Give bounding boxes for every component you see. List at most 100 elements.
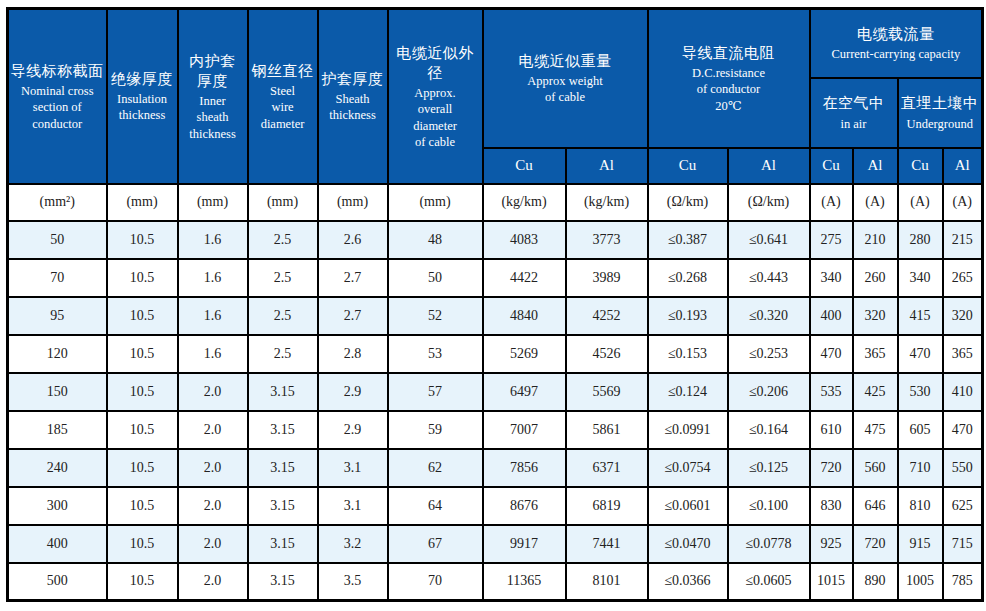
table-cell: ≤0.320 — [728, 297, 810, 335]
table-cell: 2.5 — [248, 335, 318, 373]
table-cell: 365 — [943, 335, 983, 373]
table-cell: 2.9 — [318, 373, 388, 411]
table-cell: 10.5 — [107, 297, 178, 335]
table-cell: 210 — [853, 221, 898, 259]
table-cell: 2.7 — [318, 297, 388, 335]
table-cell: 215 — [943, 221, 983, 259]
table-cell: 2.5 — [248, 221, 318, 259]
table-cell: 3.1 — [318, 487, 388, 525]
table-cell: ≤0.387 — [648, 221, 728, 259]
table-cell: 4526 — [566, 335, 648, 373]
metal-header-cu: Cu — [648, 148, 728, 184]
col-group-dc-resistance-en: D.C.resistance of conductor 20℃ — [650, 65, 808, 114]
unit-cell: (Ω/km) — [728, 184, 810, 221]
col-subgroup-in-air: 在空气中 in air — [810, 78, 898, 148]
table-cell: 10.5 — [107, 449, 178, 487]
table-cell: 625 — [943, 487, 983, 525]
table-cell: 3989 — [566, 259, 648, 297]
table-cell: 10.5 — [107, 563, 178, 601]
col-header-insulation-thickness-zh: 绝缘厚度 — [109, 69, 176, 89]
table-cell: 70 — [388, 563, 483, 601]
metal-header-al: Al — [728, 148, 810, 184]
table-cell: ≤0.0778 — [728, 525, 810, 563]
table-cell: 1.6 — [178, 221, 248, 259]
col-header-inner-sheath-thickness-en: Inner sheath thickness — [180, 93, 246, 142]
table-cell: 9917 — [483, 525, 566, 563]
table-cell: 185 — [8, 411, 107, 449]
metal-header-al: Al — [853, 148, 898, 184]
table-cell: 3.15 — [248, 373, 318, 411]
table-cell: 4252 — [566, 297, 648, 335]
table-row: 15010.52.03.152.95764975569≤0.124≤0.2065… — [8, 373, 983, 411]
table-cell: 10.5 — [107, 525, 178, 563]
table-cell: 2.0 — [178, 411, 248, 449]
col-group-current-capacity: 电缆载流量 Current-carrying capacity — [810, 9, 983, 78]
col-subgroup-underground-en: Underground — [900, 116, 981, 132]
table-cell: 52 — [388, 297, 483, 335]
table-cell: 530 — [898, 373, 943, 411]
col-group-approx-weight-en: Approx weight of cable — [485, 73, 646, 106]
cable-spec-table: 导线标称截面 Nominal cross section of conducto… — [6, 7, 984, 602]
units-row: (mm²) (mm) (mm) (mm) (mm) (mm) (kg/km) (… — [8, 184, 983, 221]
table-cell: 95 — [8, 297, 107, 335]
table-cell: 3.15 — [248, 525, 318, 563]
col-group-approx-weight: 电缆近似重量 Approx weight of cable — [483, 9, 648, 148]
col-header-nominal-section-zh: 导线标称截面 — [10, 61, 105, 81]
table-cell: 2.7 — [318, 259, 388, 297]
unit-cell: (mm²) — [8, 184, 107, 221]
table-cell: 8676 — [483, 487, 566, 525]
col-header-nominal-section-en: Nominal cross section of conductor — [10, 83, 105, 132]
metal-header-cu: Cu — [898, 148, 943, 184]
table-cell: 280 — [898, 221, 943, 259]
table-row: 7010.51.62.52.75044223989≤0.268≤0.443340… — [8, 259, 983, 297]
table-cell: 6819 — [566, 487, 648, 525]
col-header-insulation-thickness-en: Insulation thickness — [109, 91, 176, 124]
table-cell: 10.5 — [107, 221, 178, 259]
table-cell: 340 — [898, 259, 943, 297]
table-cell: 400 — [810, 297, 853, 335]
table-cell: 6497 — [483, 373, 566, 411]
unit-cell: (A) — [853, 184, 898, 221]
table-cell: 550 — [943, 449, 983, 487]
metal-header-cu: Cu — [483, 148, 566, 184]
table-cell: 8101 — [566, 563, 648, 601]
table-cell: ≤0.253 — [728, 335, 810, 373]
table-row: 24010.52.03.153.16278566371≤0.0754≤0.125… — [8, 449, 983, 487]
table-cell: 2.5 — [248, 259, 318, 297]
table-cell: 70 — [8, 259, 107, 297]
table-cell: 415 — [898, 297, 943, 335]
col-group-dc-resistance-zh: 导线直流电阻 — [650, 43, 808, 63]
table-cell: 500 — [8, 563, 107, 601]
table-cell: 5861 — [566, 411, 648, 449]
table-cell: 300 — [8, 487, 107, 525]
table-cell: 720 — [853, 525, 898, 563]
col-header-insulation-thickness: 绝缘厚度 Insulation thickness — [107, 9, 178, 184]
table-cell: 320 — [853, 297, 898, 335]
table-cell: 5569 — [566, 373, 648, 411]
table-cell: ≤0.0601 — [648, 487, 728, 525]
table-cell: ≤0.0991 — [648, 411, 728, 449]
table-row: 18510.52.03.152.95970075861≤0.0991≤0.164… — [8, 411, 983, 449]
table-cell: 4840 — [483, 297, 566, 335]
table-cell: 560 — [853, 449, 898, 487]
table-cell: 1015 — [810, 563, 853, 601]
unit-cell: (mm) — [248, 184, 318, 221]
table-cell: 11365 — [483, 563, 566, 601]
table-cell: 275 — [810, 221, 853, 259]
table-row: 9510.51.62.52.75248404252≤0.193≤0.320400… — [8, 297, 983, 335]
col-header-inner-sheath-thickness: 内护套 厚度 Inner sheath thickness — [178, 9, 248, 184]
table-cell: 720 — [810, 449, 853, 487]
unit-cell: (A) — [898, 184, 943, 221]
col-header-nominal-section: 导线标称截面 Nominal cross section of conducto… — [8, 9, 107, 184]
table-cell: 340 — [810, 259, 853, 297]
table-cell: ≤0.153 — [648, 335, 728, 373]
table-cell: 1005 — [898, 563, 943, 601]
table-cell: ≤0.100 — [728, 487, 810, 525]
table-cell: 925 — [810, 525, 853, 563]
table-cell: ≤0.268 — [648, 259, 728, 297]
table-cell: 2.6 — [318, 221, 388, 259]
col-group-current-capacity-en: Current-carrying capacity — [812, 46, 981, 62]
table-cell: 410 — [943, 373, 983, 411]
table-cell: ≤0.164 — [728, 411, 810, 449]
col-subgroup-in-air-zh: 在空气中 — [812, 93, 896, 113]
